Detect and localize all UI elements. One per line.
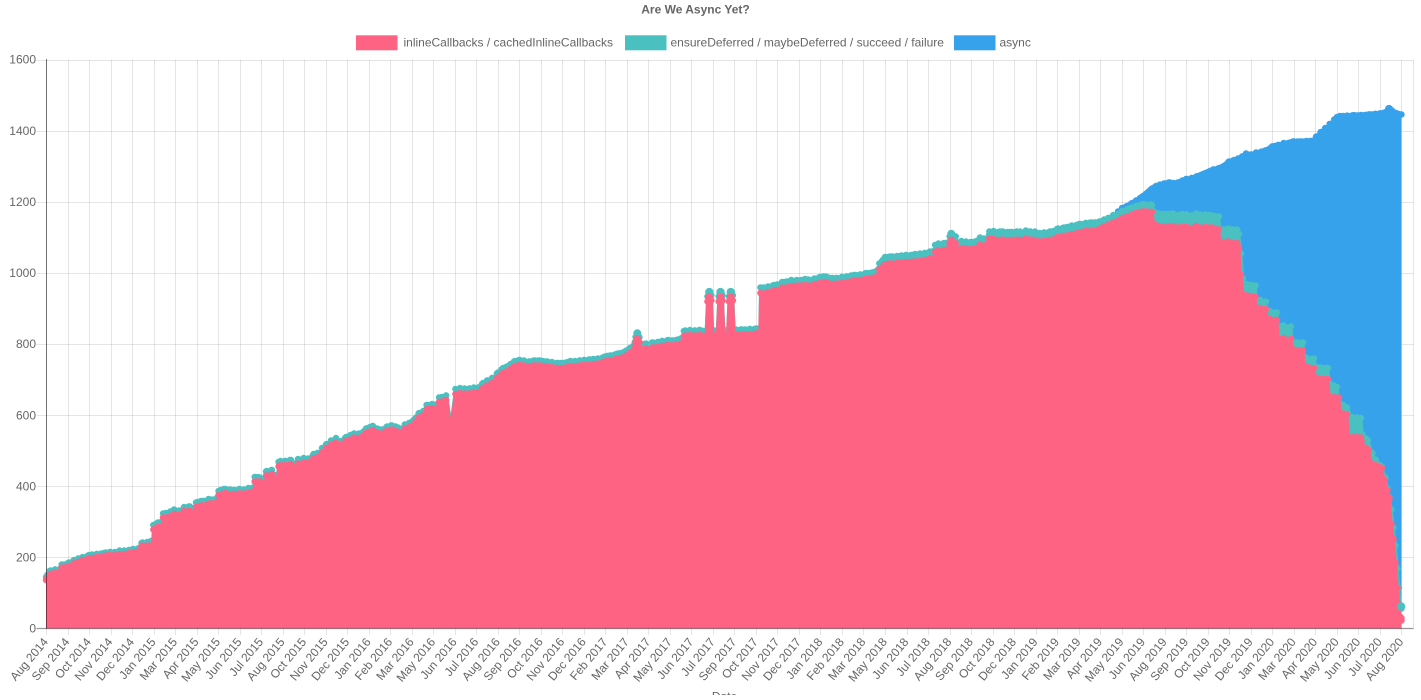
svg-text:Are We Async Yet?: Are We Async Yet? — [641, 3, 750, 17]
svg-text:400: 400 — [16, 479, 36, 493]
svg-text:ensureDeferred / maybeDeferred: ensureDeferred / maybeDeferred / succeed… — [671, 36, 945, 50]
svg-text:600: 600 — [16, 408, 36, 422]
svg-text:inlineCallbacks / cachedInline: inlineCallbacks / cachedInlineCallbacks — [404, 36, 613, 50]
svg-text:0: 0 — [29, 622, 36, 636]
svg-text:1200: 1200 — [9, 195, 36, 209]
svg-text:200: 200 — [16, 551, 36, 565]
svg-text:async: async — [1000, 36, 1031, 50]
svg-text:1600: 1600 — [9, 53, 36, 67]
svg-text:800: 800 — [16, 337, 36, 351]
svg-text:Date: Date — [712, 690, 738, 696]
svg-text:1000: 1000 — [9, 266, 36, 280]
svg-text:1400: 1400 — [9, 124, 36, 138]
